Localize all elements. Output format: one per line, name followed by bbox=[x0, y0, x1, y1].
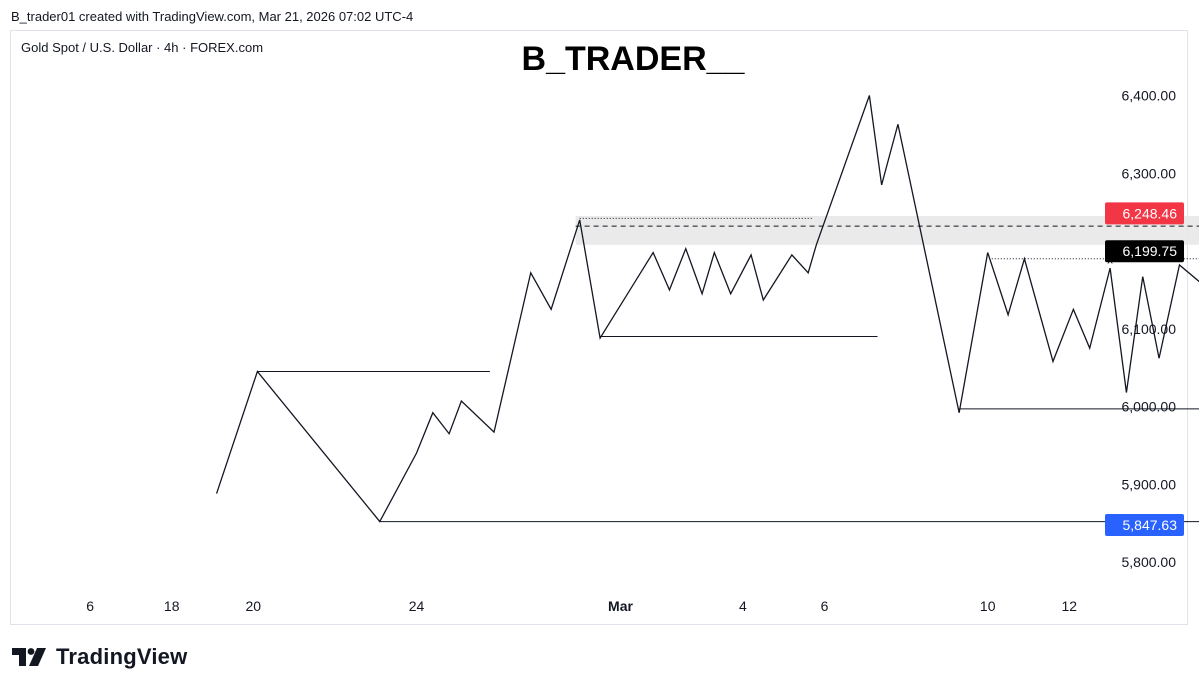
price-axis[interactable]: 6,400.00 6,300.00 6,100.00 6,000.00 5,900.00… bbox=[1122, 88, 1177, 571]
y-tick-label: 6,300.00 bbox=[1122, 165, 1177, 181]
price-label-box bbox=[1105, 513, 1184, 536]
chart-panel[interactable] bbox=[10, 30, 1188, 625]
price-line bbox=[215, 95, 1199, 523]
symbol-label: Gold Spot / U.S. Dollar · 4h · FOREX.com bbox=[21, 40, 263, 55]
chart-attribution: B_trader01 created with TradingView.com,… bbox=[11, 9, 414, 24]
x-tick-label: 24 bbox=[409, 598, 425, 614]
tradingview-logo-icon bbox=[12, 648, 46, 666]
x-tick-label: Mar bbox=[608, 598, 633, 614]
horizontal-levels bbox=[257, 336, 1199, 523]
price-label-text: 5,847.63 bbox=[1123, 517, 1178, 533]
position-price-labels: 6,248.46 6,199.75 5,847.63 bbox=[1105, 202, 1184, 536]
x-tick-label: 4 bbox=[739, 598, 747, 614]
chart-title: B_TRADER__ bbox=[522, 40, 746, 78]
x-tick-label: 6 bbox=[86, 598, 94, 614]
y-tick-label: 5,900.00 bbox=[1122, 476, 1177, 492]
x-tick-label: 10 bbox=[980, 598, 996, 614]
y-tick-label: 5,800.00 bbox=[1122, 554, 1177, 570]
y-tick-label: 6,000.00 bbox=[1122, 399, 1177, 415]
y-tick-label: 6,100.00 bbox=[1122, 321, 1177, 337]
x-tick-label: 20 bbox=[246, 598, 262, 614]
price-label-box bbox=[1105, 240, 1184, 263]
brand-name: TradingView bbox=[56, 644, 188, 669]
x-tick-label: 12 bbox=[1062, 598, 1078, 614]
y-tick-label: 6,400.00 bbox=[1122, 88, 1177, 104]
price-label-text: 6,199.75 bbox=[1123, 243, 1178, 259]
x-tick-label: 6 bbox=[821, 598, 829, 614]
tradingview-brand[interactable]: TradingView bbox=[12, 644, 187, 670]
price-label-box bbox=[1105, 202, 1184, 225]
time-axis[interactable]: 6182024Mar46101216182024 bbox=[86, 598, 1199, 614]
dotted-levels bbox=[579, 217, 1199, 260]
x-tick-label: 18 bbox=[164, 598, 180, 614]
supply-zone-box bbox=[575, 216, 1199, 245]
price-label-text: 6,248.46 bbox=[1123, 205, 1178, 221]
